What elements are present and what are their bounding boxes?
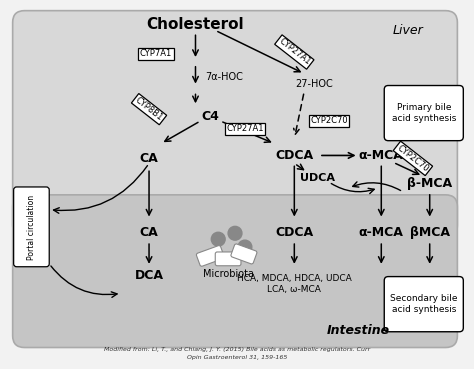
FancyBboxPatch shape [13,195,457,348]
Text: CYP8B1: CYP8B1 [134,96,164,123]
Text: α-MCA: α-MCA [359,149,404,162]
Text: α-MCA: α-MCA [359,226,404,239]
Circle shape [228,226,242,240]
FancyBboxPatch shape [215,252,241,266]
Text: LCA, ω-MCA: LCA, ω-MCA [267,285,321,294]
Text: UDCA: UDCA [300,173,335,183]
Text: Portal circulation: Portal circulation [27,195,36,260]
Text: Microbiota: Microbiota [202,269,254,279]
Text: 7α-HOC: 7α-HOC [205,72,243,82]
Text: Modified from: Li, T., and Chiang, J. Y. (2015) Bile acids as metabolic regulato: Modified from: Li, T., and Chiang, J. Y.… [104,347,370,352]
Text: CDCA: CDCA [275,149,313,162]
FancyBboxPatch shape [13,11,457,237]
Text: CA: CA [140,226,158,239]
Text: CYP27A1: CYP27A1 [277,37,312,67]
Circle shape [238,240,252,254]
Text: Primary bile
acid synthesis: Primary bile acid synthesis [392,103,456,123]
Text: Cholesterol: Cholesterol [146,17,244,32]
Circle shape [211,232,225,246]
Text: 27-HOC: 27-HOC [295,79,333,89]
Text: CDCA: CDCA [275,226,313,239]
Text: CYP27A1: CYP27A1 [226,124,264,133]
Text: CYP2C70: CYP2C70 [310,117,348,125]
Text: CA: CA [140,152,158,165]
FancyBboxPatch shape [231,244,257,264]
Text: CYP2C70: CYP2C70 [395,143,430,173]
Text: Opin Gastroenterol 31, 159-165: Opin Gastroenterol 31, 159-165 [187,355,287,360]
FancyBboxPatch shape [196,245,224,266]
FancyBboxPatch shape [384,277,463,332]
Text: HCA, MDCA, HDCA, UDCA: HCA, MDCA, HDCA, UDCA [237,274,352,283]
Text: Intestine: Intestine [327,324,390,337]
Text: β-MCA: β-MCA [407,176,452,190]
Text: Liver: Liver [392,24,423,37]
Text: DCA: DCA [135,269,164,282]
Text: Secondary bile
acid synthesis: Secondary bile acid synthesis [390,294,457,314]
FancyBboxPatch shape [384,86,463,141]
FancyBboxPatch shape [14,187,49,267]
Text: βMCA: βMCA [410,226,450,239]
Text: CYP7A1: CYP7A1 [140,49,172,59]
Text: C4: C4 [201,110,219,123]
